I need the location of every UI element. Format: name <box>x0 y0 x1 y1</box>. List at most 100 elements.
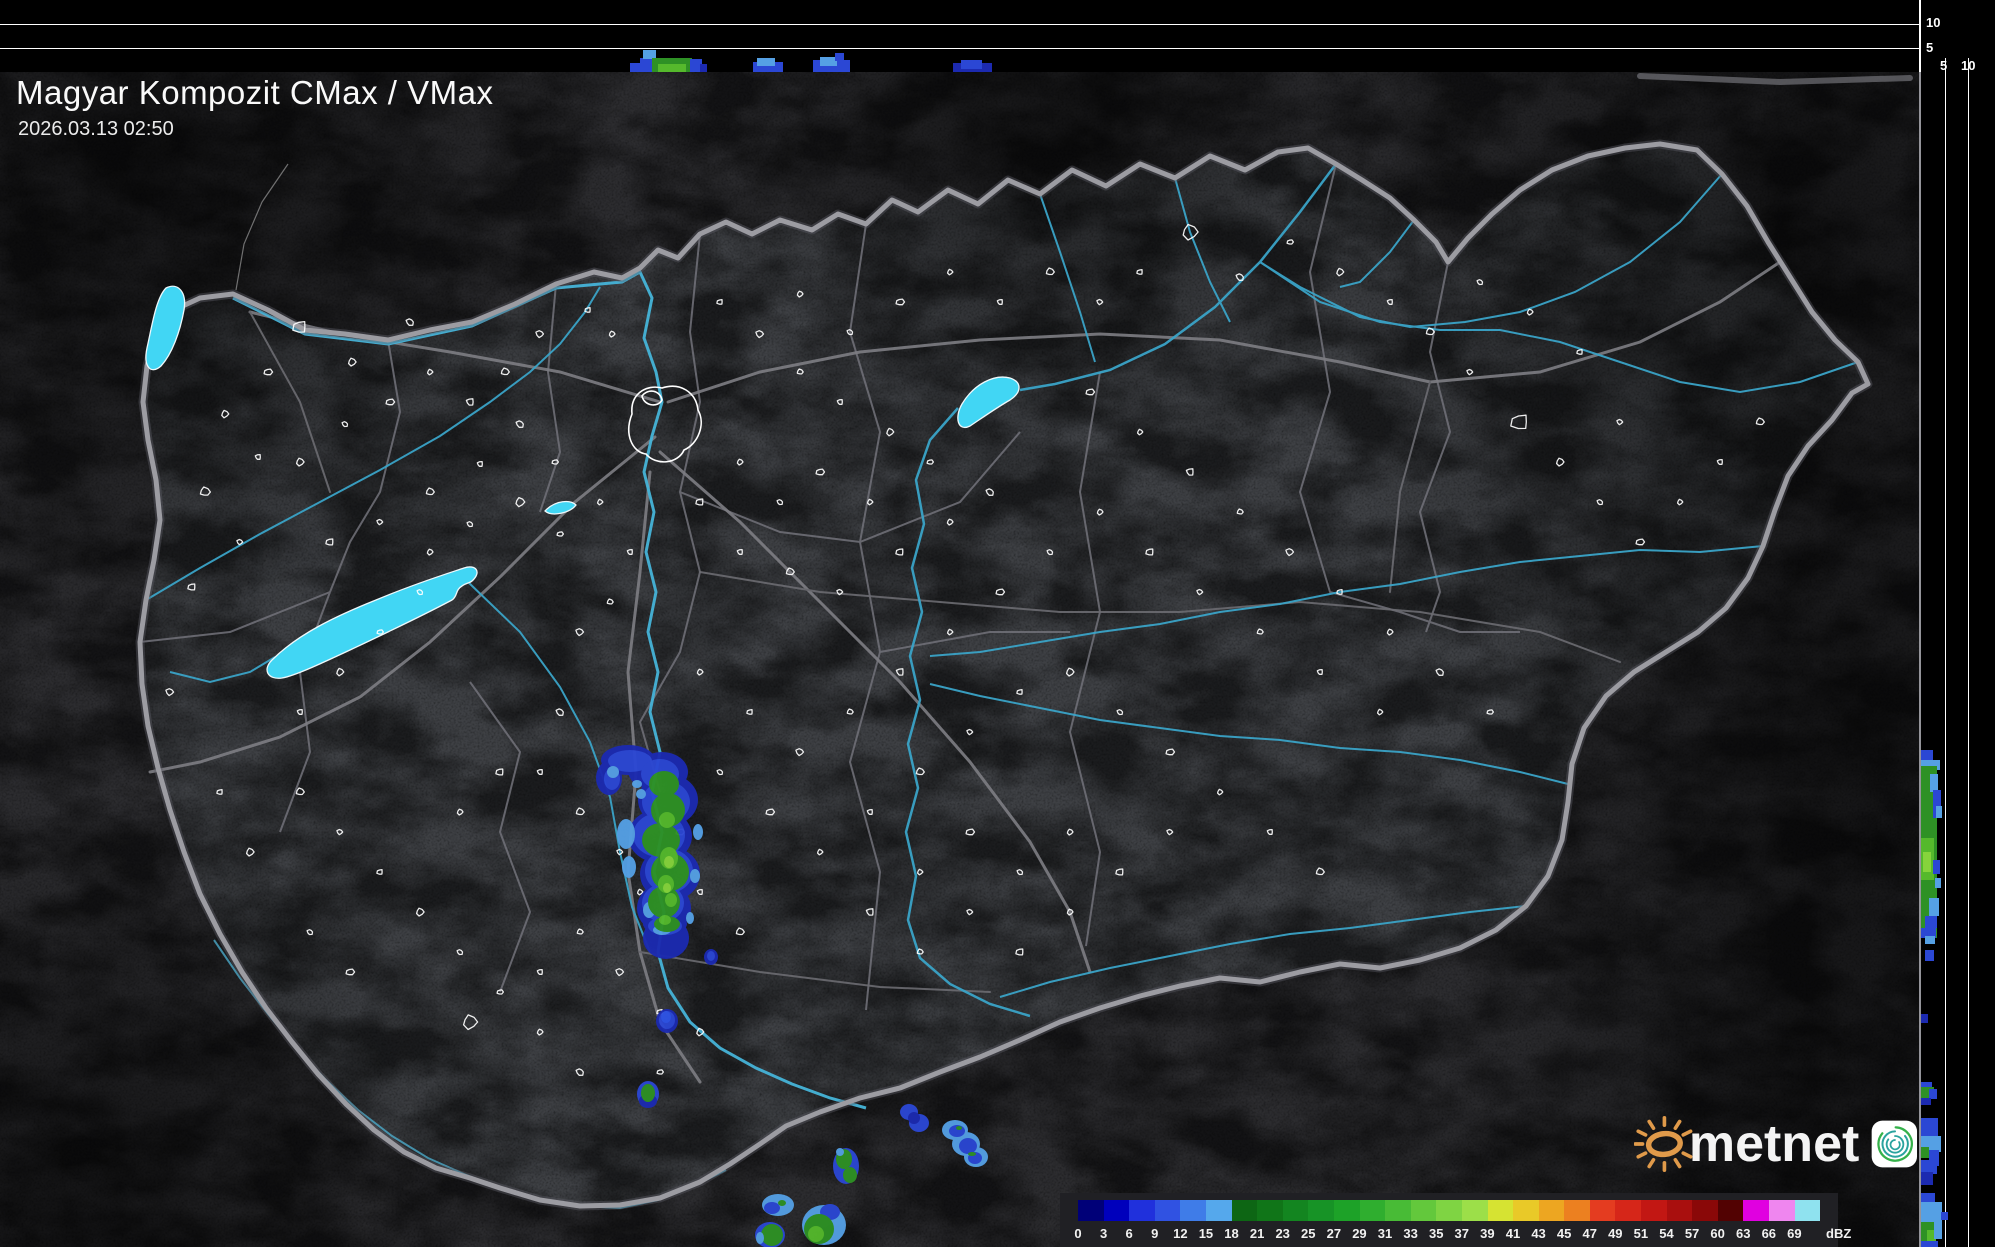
echo-pixel <box>1921 1098 1931 1105</box>
colorbar-segment <box>1385 1200 1411 1221</box>
settlement-outline <box>199 486 212 496</box>
radar-echo <box>659 915 671 925</box>
settlement-outline <box>696 888 703 895</box>
colorbar-segment <box>1078 1200 1104 1221</box>
radar-echo <box>959 1138 977 1154</box>
colorbar-segment <box>1436 1200 1462 1221</box>
settlement-outline <box>836 398 843 405</box>
radar-echo <box>608 750 652 772</box>
settlement-outline <box>254 453 261 460</box>
radar-echo <box>693 824 703 840</box>
settlement-outline <box>245 847 255 857</box>
settlement-outline <box>1165 748 1176 756</box>
county-borders <box>139 163 1520 1011</box>
echo-pixel <box>1921 1160 1937 1174</box>
settlement-outline <box>1476 279 1484 286</box>
colorbar-segment <box>1717 1200 1744 1221</box>
settlement-outline <box>1016 689 1023 695</box>
settlement-outline <box>1045 267 1055 276</box>
radar-echo <box>756 1232 764 1244</box>
settlement-outline <box>296 708 303 715</box>
settlement-outline <box>1266 828 1273 835</box>
settlement-outline <box>735 927 745 936</box>
echo-pixel <box>1921 1082 1932 1090</box>
height-line-5km-v <box>1945 58 1946 1247</box>
settlement-outline <box>476 460 483 467</box>
settlement-outline <box>165 688 175 697</box>
settlement-outline <box>736 458 744 466</box>
settlement-outline <box>336 667 345 677</box>
settlement-outline <box>1065 667 1075 677</box>
echo-pixel <box>1935 878 1941 888</box>
settlement-outline <box>536 1028 544 1036</box>
sun-icon <box>1634 1116 1693 1172</box>
settlement-outline <box>866 498 874 506</box>
settlement-outline <box>1576 349 1583 355</box>
settlement-outline <box>325 538 334 546</box>
settlement-outline <box>263 368 274 376</box>
settlement-outline <box>626 548 633 555</box>
settlement-outline <box>995 588 1006 596</box>
colorbar-segment <box>1129 1200 1155 1221</box>
top-height-profile <box>0 0 1919 72</box>
settlement-outline <box>1716 458 1723 465</box>
lakes <box>145 285 1020 679</box>
radar-echo <box>808 1226 824 1242</box>
radar-echo <box>764 1202 780 1214</box>
radar-echo <box>607 766 619 778</box>
echo-pixel <box>1921 1172 1933 1185</box>
lake-ferto <box>145 285 186 371</box>
settlement-outline <box>1066 828 1074 836</box>
settlement-outline <box>915 767 925 776</box>
settlement-outline <box>1386 298 1393 305</box>
foreign-border <box>235 163 289 291</box>
settlement-outline <box>584 307 591 313</box>
settlement-outline <box>1555 457 1565 467</box>
settlement-outline <box>836 588 844 596</box>
settlement-outline <box>946 268 954 276</box>
radar-echo <box>761 1224 783 1246</box>
settlement-outline <box>1596 499 1604 506</box>
settlement-outline <box>500 367 510 376</box>
settlement-outline <box>1376 708 1384 716</box>
colorbar-segment <box>1615 1200 1642 1221</box>
echo-pixel <box>630 63 642 72</box>
colorbar-tick: 6 <box>1125 1226 1133 1241</box>
settlement-outline <box>1315 867 1325 876</box>
settlement-outline <box>755 330 765 339</box>
colorbar-segment <box>1205 1200 1232 1221</box>
colorbar-tick: 49 <box>1608 1226 1623 1241</box>
settlement-outline <box>466 521 474 528</box>
settlement-outline <box>465 398 474 406</box>
dbz-colorbar: 0 3 6 9 12 15 18 21 23 25 27 29 31 33 35 37 39 41 43 45 47 49… <box>1060 1193 1851 1247</box>
settlement-outline <box>746 709 753 715</box>
timestamp: 2026.03.13 02:50 <box>18 118 174 140</box>
colorbar-tick: 47 <box>1582 1226 1597 1241</box>
settlement-outline <box>416 589 424 596</box>
radar-echoes <box>596 745 988 1247</box>
settlement-outline <box>796 368 804 375</box>
settlement-outline <box>551 459 560 465</box>
settlement-outline <box>216 789 223 795</box>
settlement-outline <box>575 628 585 637</box>
echo-pixel <box>1921 1118 1938 1140</box>
tisza-river <box>904 163 1337 1018</box>
echo-pixel <box>690 59 702 72</box>
settlement-outline <box>1386 628 1394 636</box>
colorbar-segment <box>1154 1200 1181 1221</box>
settlement-outline <box>1182 223 1199 241</box>
settlement-outline <box>785 567 795 576</box>
settlement-outline <box>405 318 414 326</box>
colorbar-tick: 23 <box>1275 1226 1290 1241</box>
colorbar-tick: 37 <box>1454 1226 1470 1241</box>
settlement-outline <box>776 499 784 506</box>
settlement-outline <box>1016 869 1024 876</box>
settlement-outline <box>916 948 924 955</box>
settlement-outline <box>1085 388 1096 396</box>
radar-echo <box>663 883 671 893</box>
settlement-outline <box>1466 368 1474 376</box>
settlement-outline <box>1096 508 1104 516</box>
colorbar-segment <box>1103 1200 1130 1221</box>
